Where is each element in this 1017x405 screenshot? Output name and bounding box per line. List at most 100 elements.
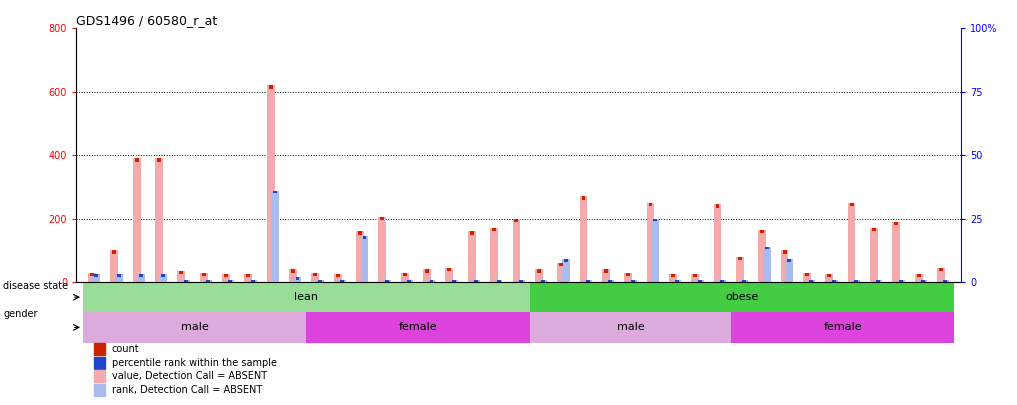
Bar xyxy=(530,282,954,312)
Bar xyxy=(112,250,116,254)
Bar xyxy=(311,273,319,282)
Bar xyxy=(561,259,570,282)
Bar xyxy=(318,279,321,282)
Bar xyxy=(740,279,749,282)
Bar xyxy=(669,274,676,282)
Bar xyxy=(649,203,653,206)
Bar xyxy=(177,271,185,282)
Bar xyxy=(139,275,143,277)
Bar xyxy=(698,279,702,282)
Bar xyxy=(803,273,811,282)
Bar xyxy=(830,279,838,282)
Bar xyxy=(496,279,500,282)
Bar xyxy=(89,273,94,276)
Bar xyxy=(899,279,903,282)
Bar xyxy=(517,279,525,282)
Bar xyxy=(306,312,530,343)
Bar xyxy=(117,275,121,277)
Bar xyxy=(939,268,943,271)
Bar xyxy=(513,219,521,282)
Bar xyxy=(671,274,675,277)
Bar xyxy=(362,237,366,239)
Bar xyxy=(804,273,809,276)
Bar xyxy=(848,203,855,282)
Bar xyxy=(160,275,168,282)
Bar xyxy=(94,357,105,369)
Bar xyxy=(206,279,211,282)
Bar xyxy=(530,312,731,343)
Bar xyxy=(358,231,362,234)
Bar xyxy=(781,250,788,282)
Bar xyxy=(807,279,816,282)
Bar xyxy=(384,279,388,282)
Bar xyxy=(472,279,480,282)
Bar xyxy=(423,269,431,282)
Bar xyxy=(494,279,502,282)
Bar xyxy=(742,279,746,282)
Bar xyxy=(696,279,704,282)
Bar xyxy=(94,343,105,355)
Bar xyxy=(563,259,567,262)
Bar xyxy=(718,279,726,282)
Bar xyxy=(274,191,277,193)
Bar xyxy=(921,279,925,282)
Bar xyxy=(111,250,118,282)
Text: percentile rank within the sample: percentile rank within the sample xyxy=(112,358,277,368)
Bar xyxy=(765,247,769,249)
Bar xyxy=(877,279,881,282)
Bar xyxy=(892,222,900,282)
Bar xyxy=(229,279,233,282)
Text: gender: gender xyxy=(3,309,38,319)
Bar xyxy=(137,275,145,282)
Bar xyxy=(294,277,301,282)
Bar xyxy=(738,257,741,260)
Bar xyxy=(826,274,833,282)
Text: value, Detection Call = ABSENT: value, Detection Call = ABSENT xyxy=(112,371,266,381)
Bar xyxy=(95,275,99,277)
Bar xyxy=(334,274,342,282)
Bar xyxy=(761,230,764,233)
Bar xyxy=(296,277,299,279)
Text: count: count xyxy=(112,344,139,354)
Bar xyxy=(559,263,563,266)
Bar xyxy=(584,279,592,282)
Bar xyxy=(380,217,384,220)
Bar xyxy=(852,279,860,282)
Bar xyxy=(356,231,364,282)
Bar xyxy=(162,275,166,277)
Bar xyxy=(897,279,905,282)
Bar xyxy=(403,273,407,276)
Bar xyxy=(378,217,386,282)
Bar xyxy=(115,275,123,282)
Text: female: female xyxy=(399,322,437,333)
Bar xyxy=(336,274,340,277)
Bar xyxy=(429,279,433,282)
Bar xyxy=(731,312,954,343)
Bar xyxy=(716,205,719,208)
Bar xyxy=(204,279,212,282)
Bar xyxy=(452,279,456,282)
Bar xyxy=(468,231,476,282)
Bar xyxy=(919,279,926,282)
Bar xyxy=(759,230,766,282)
Bar xyxy=(83,282,530,312)
Bar xyxy=(361,237,368,282)
Bar xyxy=(339,279,346,282)
Bar xyxy=(692,274,699,282)
Bar xyxy=(316,279,323,282)
Bar xyxy=(541,279,545,282)
Bar xyxy=(582,196,586,200)
Bar xyxy=(94,384,105,396)
Bar xyxy=(539,279,547,282)
Text: male: male xyxy=(181,322,208,333)
Bar xyxy=(629,279,637,282)
Bar xyxy=(810,279,814,282)
Text: lean: lean xyxy=(294,292,318,302)
Bar xyxy=(407,279,411,282)
Bar xyxy=(515,219,519,222)
Bar xyxy=(783,250,786,254)
Bar xyxy=(537,269,541,273)
Bar xyxy=(132,158,140,282)
Bar xyxy=(580,196,588,282)
Bar xyxy=(227,279,234,282)
